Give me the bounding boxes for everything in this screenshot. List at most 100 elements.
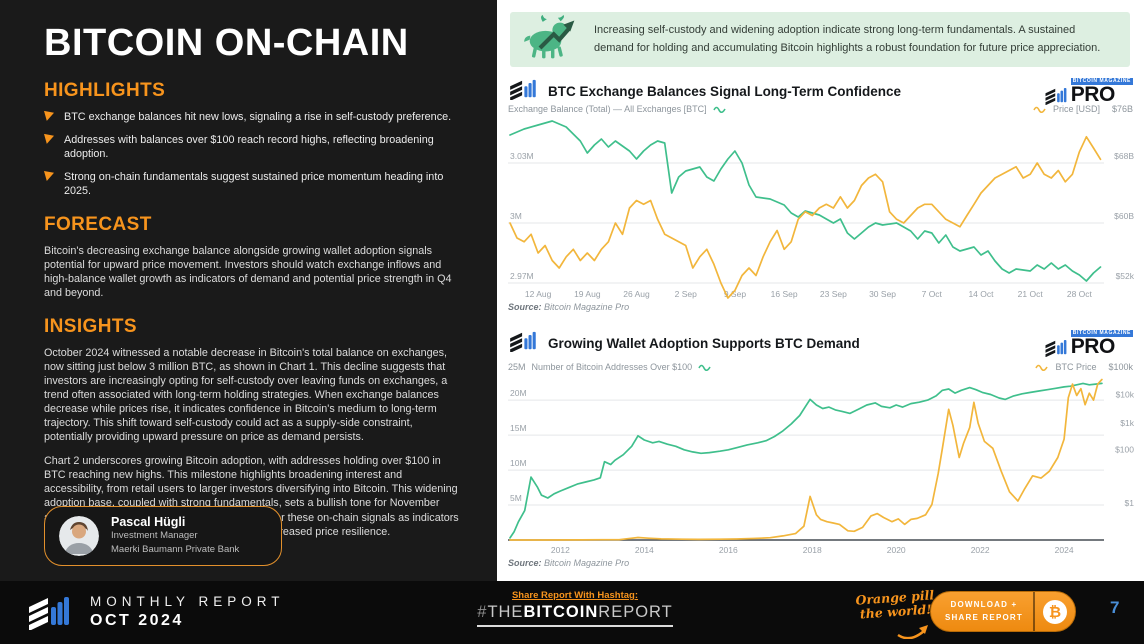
bitcoin-magazine-icon	[508, 330, 538, 357]
chart1-legend: Exchange Balance (Total) — All Exchanges…	[508, 104, 1133, 114]
green-line-swatch-icon	[712, 106, 726, 113]
chart2-legend-right: BTC Price $100k	[1035, 362, 1133, 372]
svg-text:7 Oct: 7 Oct	[922, 289, 943, 299]
pro-bars-icon	[1045, 87, 1067, 105]
highlight-item: Strong on-chain fundamentals suggest sus…	[44, 170, 459, 198]
highlight-text: Addresses with balances over $100 reach …	[64, 133, 434, 160]
svg-text:$60B: $60B	[1114, 211, 1134, 221]
section-heading-highlights: HIGHLIGHTS	[44, 79, 166, 101]
insights-paragraph-1: October 2024 witnessed a notable decreas…	[44, 347, 448, 444]
orange-line-swatch-icon	[1035, 364, 1049, 371]
pro-magazine-label: BITCOIN MAGAZINE	[1070, 78, 1133, 86]
pro-magazine-label: BITCOIN MAGAZINE	[1070, 330, 1133, 338]
svg-text:2022: 2022	[971, 545, 990, 555]
chart2-source: Source: Bitcoin Magazine Pro	[508, 558, 630, 568]
chart1-right-axis-top-tick: $76B	[1111, 104, 1133, 114]
chart1-legend-left-label: Exchange Balance (Total) — All Exchanges…	[508, 104, 707, 114]
banner-text: Increasing self-custody and widening ado…	[594, 24, 1101, 54]
bitcoin-magazine-logo	[26, 594, 72, 635]
chart2-right-axis-top-tick: $100k	[1108, 362, 1133, 372]
author-role: Investment Manager	[111, 530, 198, 542]
chart1-legend-right: Price [USD] $76B	[1033, 104, 1133, 114]
svg-text:9 Sep: 9 Sep	[724, 289, 746, 299]
bitcoin-coin-icon: ₿	[1035, 592, 1075, 631]
section-heading-insights: INSIGHTS	[44, 316, 137, 338]
svg-text:2018: 2018	[803, 545, 822, 555]
svg-text:16 Sep: 16 Sep	[771, 289, 798, 299]
green-line-swatch-icon	[698, 364, 711, 371]
button-divider	[1032, 592, 1035, 631]
pro-label: PRO	[1070, 83, 1116, 107]
forecast-paragraph: Bitcoin's decreasing exchange balance al…	[44, 245, 452, 300]
svg-text:2024: 2024	[1055, 545, 1074, 555]
report-month: OCT 2024	[90, 612, 184, 629]
svg-text:10M: 10M	[510, 458, 527, 468]
chart2-plot: 20M 15M 10M 5M $10k $1k $100 $1 2012 2014 2016 2018…	[508, 378, 1134, 555]
download-share-button[interactable]: DOWNLOAD + SHARE REPORT ₿	[930, 591, 1076, 632]
highlight-item: BTC exchange balances hit new lows, sign…	[44, 110, 459, 124]
svg-text:$68B: $68B	[1114, 151, 1134, 161]
svg-text:20M: 20M	[510, 388, 527, 398]
chart2-legend: 25M Number of Bitcoin Addresses Over $10…	[508, 362, 1133, 372]
svg-text:2016: 2016	[719, 545, 738, 555]
svg-text:$1k: $1k	[1120, 418, 1134, 428]
report-hashtag[interactable]: #THEBITCOINREPORT	[477, 603, 673, 627]
svg-text:$1: $1	[1125, 498, 1134, 508]
chart1-title: BTC Exchange Balances Signal Long-Term C…	[548, 84, 902, 99]
monthly-report-label: MONTHLY REPORT	[90, 594, 285, 609]
svg-text:$100: $100	[1115, 445, 1134, 455]
svg-text:23 Sep: 23 Sep	[820, 289, 847, 299]
svg-text:15M: 15M	[510, 423, 527, 433]
bullet-arrow-icon	[44, 133, 54, 144]
svg-text:2 Sep: 2 Sep	[675, 289, 697, 299]
author-company: Maerki Baumann Private Bank	[111, 544, 240, 555]
chart1-source: Source: Bitcoin Magazine Pro	[508, 302, 630, 312]
highlight-item: Addresses with balances over $100 reach …	[44, 133, 459, 161]
chart2-header: Growing Wallet Adoption Supports BTC Dem…	[508, 330, 1133, 357]
chart2-left-axis-top-tick: 25M	[508, 362, 526, 372]
orange-pill-script: Orange pill the world!	[855, 587, 935, 622]
page-title: BITCOIN ON-CHAIN	[44, 22, 409, 64]
bullet-arrow-icon	[44, 110, 54, 121]
page-number: 7	[1110, 598, 1120, 617]
svg-text:3.03M: 3.03M	[510, 151, 534, 161]
chart2-title: Growing Wallet Adoption Supports BTC Dem…	[548, 336, 860, 351]
svg-text:2014: 2014	[635, 545, 654, 555]
svg-text:12 Aug: 12 Aug	[525, 289, 552, 299]
orange-line-swatch-icon	[1033, 106, 1046, 113]
svg-text:2020: 2020	[887, 545, 906, 555]
right-panel: Increasing self-custody and widening ado…	[497, 0, 1144, 581]
svg-text:$10k: $10k	[1116, 390, 1134, 400]
pro-logo: BITCOIN MAGAZINE PRO	[1044, 330, 1133, 357]
download-share-label: DOWNLOAD + SHARE REPORT	[945, 599, 1023, 622]
chart1-header: BTC Exchange Balances Signal Long-Term C…	[508, 78, 1133, 105]
monthly-report-block: MONTHLY REPORT OCT 2024	[90, 594, 285, 630]
svg-text:2.97M: 2.97M	[510, 271, 534, 281]
svg-text:3M: 3M	[510, 211, 522, 221]
section-heading-forecast: FORECAST	[44, 214, 152, 236]
svg-text:14 Oct: 14 Oct	[968, 289, 994, 299]
svg-text:21 Oct: 21 Oct	[1018, 289, 1044, 299]
svg-text:26 Aug: 26 Aug	[623, 289, 650, 299]
author-info: Pascal Hügli Investment Manager Maerki B…	[111, 515, 239, 557]
highlight-text: BTC exchange balances hit new lows, sign…	[64, 110, 452, 123]
hashtag-block: Share Report With Hashtag: #THEBITCOINRE…	[450, 590, 700, 627]
left-panel: BITCOIN ON-CHAIN HIGHLIGHTS BTC exchange…	[0, 0, 497, 581]
bullet-arrow-icon	[44, 170, 54, 181]
pro-logo: BITCOIN MAGAZINE PRO	[1044, 78, 1133, 105]
svg-text:28 Oct: 28 Oct	[1067, 289, 1093, 299]
bitcoin-magazine-icon	[508, 78, 538, 105]
chart2-legend-left-label: Number of Bitcoin Addresses Over $100	[531, 362, 693, 372]
svg-text:5M: 5M	[510, 493, 522, 503]
svg-text:30 Sep: 30 Sep	[869, 289, 896, 299]
share-hashtag-label: Share Report With Hashtag:	[511, 590, 639, 601]
author-card: Pascal Hügli Investment Manager Maerki B…	[44, 506, 282, 566]
chart2-legend-right-label: BTC Price	[1055, 362, 1097, 372]
svg-text:2012: 2012	[551, 545, 570, 555]
footer: MONTHLY REPORT OCT 2024 Share Report Wit…	[0, 581, 1144, 644]
summary-banner: Increasing self-custody and widening ado…	[510, 12, 1130, 67]
curved-arrow-icon	[896, 621, 930, 644]
svg-text:$52k: $52k	[1116, 271, 1134, 281]
author-name: Pascal Hügli	[111, 515, 186, 530]
avatar	[59, 516, 99, 556]
